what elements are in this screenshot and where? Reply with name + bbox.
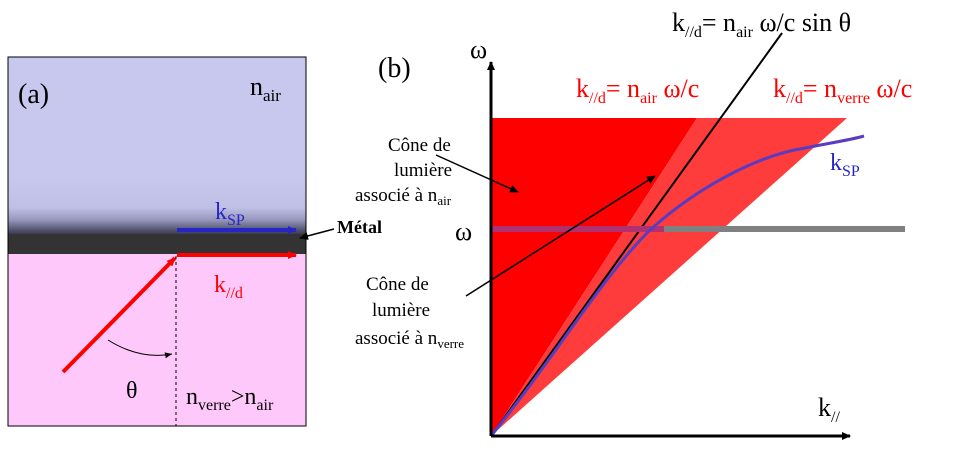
cone-air-pointer bbox=[435, 154, 519, 193]
svg-text:Cône de: Cône de bbox=[366, 274, 429, 295]
theta-label: θ bbox=[126, 378, 138, 404]
y-axis-label: ω bbox=[470, 35, 487, 64]
sin-theta-line bbox=[490, 32, 783, 437]
air-gradient-region bbox=[8, 175, 306, 234]
svg-text:associé à nverre: associé à nverre bbox=[355, 328, 464, 351]
theta-arc-arrow bbox=[107, 339, 173, 359]
sp-dispersion-curve bbox=[489, 134, 865, 437]
panel-b: (b) ω ω k// k//d= nair ω/c sin θ k//d= n… bbox=[355, 8, 912, 440]
cone-verre-label: Cône de lumière associé à nverre bbox=[355, 274, 464, 351]
panel-b-label: (b) bbox=[378, 53, 411, 84]
glass-light-cone bbox=[491, 118, 847, 436]
omega-marker-label: ω bbox=[455, 217, 472, 246]
equation-sin-theta: k//d= nair ω/c sin θ bbox=[672, 8, 851, 41]
panel-a-frame bbox=[7, 56, 307, 427]
glass-region bbox=[8, 254, 306, 426]
metal-label: Métal bbox=[337, 217, 382, 237]
ksp-label-b: kSP bbox=[830, 150, 860, 180]
incident-ray-arrow bbox=[61, 256, 177, 374]
x-axis-label: k// bbox=[818, 393, 840, 426]
metal-layer bbox=[8, 234, 306, 254]
index-relation-label: nverre>nair bbox=[186, 384, 274, 414]
equation-air-cone: k//d= nair ω/c bbox=[576, 74, 699, 107]
cone-verre-pointer bbox=[465, 175, 656, 297]
svg-text:associé à nair: associé à nair bbox=[355, 185, 452, 208]
metal-pointer-arrow bbox=[299, 228, 335, 240]
svg-text:lumière: lumière bbox=[394, 160, 452, 181]
panel-a-label: (a) bbox=[18, 79, 49, 110]
kpar-label-a: k//d bbox=[214, 272, 243, 302]
panel-a: (a) nair kSP k//d Métal θ nverre>nair bbox=[7, 56, 382, 427]
svg-text:lumière: lumière bbox=[372, 300, 430, 321]
equation-verre-cone: k//d= nverre ω/c bbox=[773, 74, 912, 107]
ksp-label-a: kSP bbox=[215, 199, 245, 229]
n-air-label: nair bbox=[250, 72, 281, 105]
air-region bbox=[8, 57, 306, 177]
svg-text:Cône de: Cône de bbox=[388, 135, 451, 156]
cone-air-label: Cône de lumière associé à nair bbox=[355, 135, 452, 208]
